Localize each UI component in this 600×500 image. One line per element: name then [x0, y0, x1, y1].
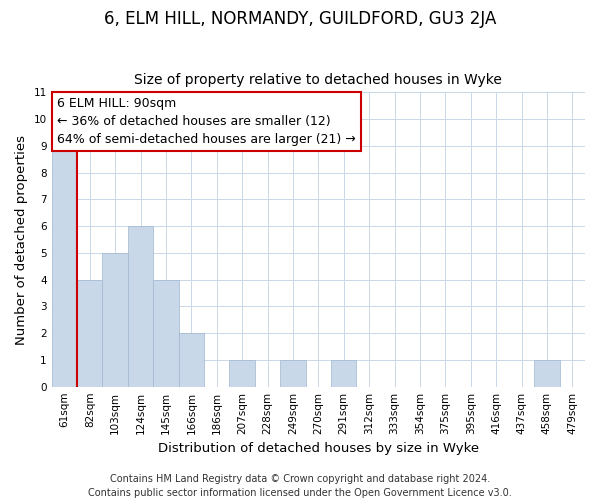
- Bar: [179, 333, 204, 386]
- Bar: [153, 280, 179, 386]
- X-axis label: Distribution of detached houses by size in Wyke: Distribution of detached houses by size …: [158, 442, 479, 455]
- Bar: [280, 360, 305, 386]
- Text: Contains HM Land Registry data © Crown copyright and database right 2024.
Contai: Contains HM Land Registry data © Crown c…: [88, 474, 512, 498]
- Bar: [103, 253, 128, 386]
- Bar: [331, 360, 356, 386]
- Text: 6 ELM HILL: 90sqm
← 36% of detached houses are smaller (12)
64% of semi-detached: 6 ELM HILL: 90sqm ← 36% of detached hous…: [57, 96, 356, 146]
- Text: 6, ELM HILL, NORMANDY, GUILDFORD, GU3 2JA: 6, ELM HILL, NORMANDY, GUILDFORD, GU3 2J…: [104, 10, 496, 28]
- Bar: [52, 146, 77, 386]
- Y-axis label: Number of detached properties: Number of detached properties: [15, 134, 28, 344]
- Bar: [128, 226, 153, 386]
- Bar: [77, 280, 103, 386]
- Bar: [534, 360, 560, 386]
- Title: Size of property relative to detached houses in Wyke: Size of property relative to detached ho…: [134, 73, 502, 87]
- Bar: [229, 360, 255, 386]
